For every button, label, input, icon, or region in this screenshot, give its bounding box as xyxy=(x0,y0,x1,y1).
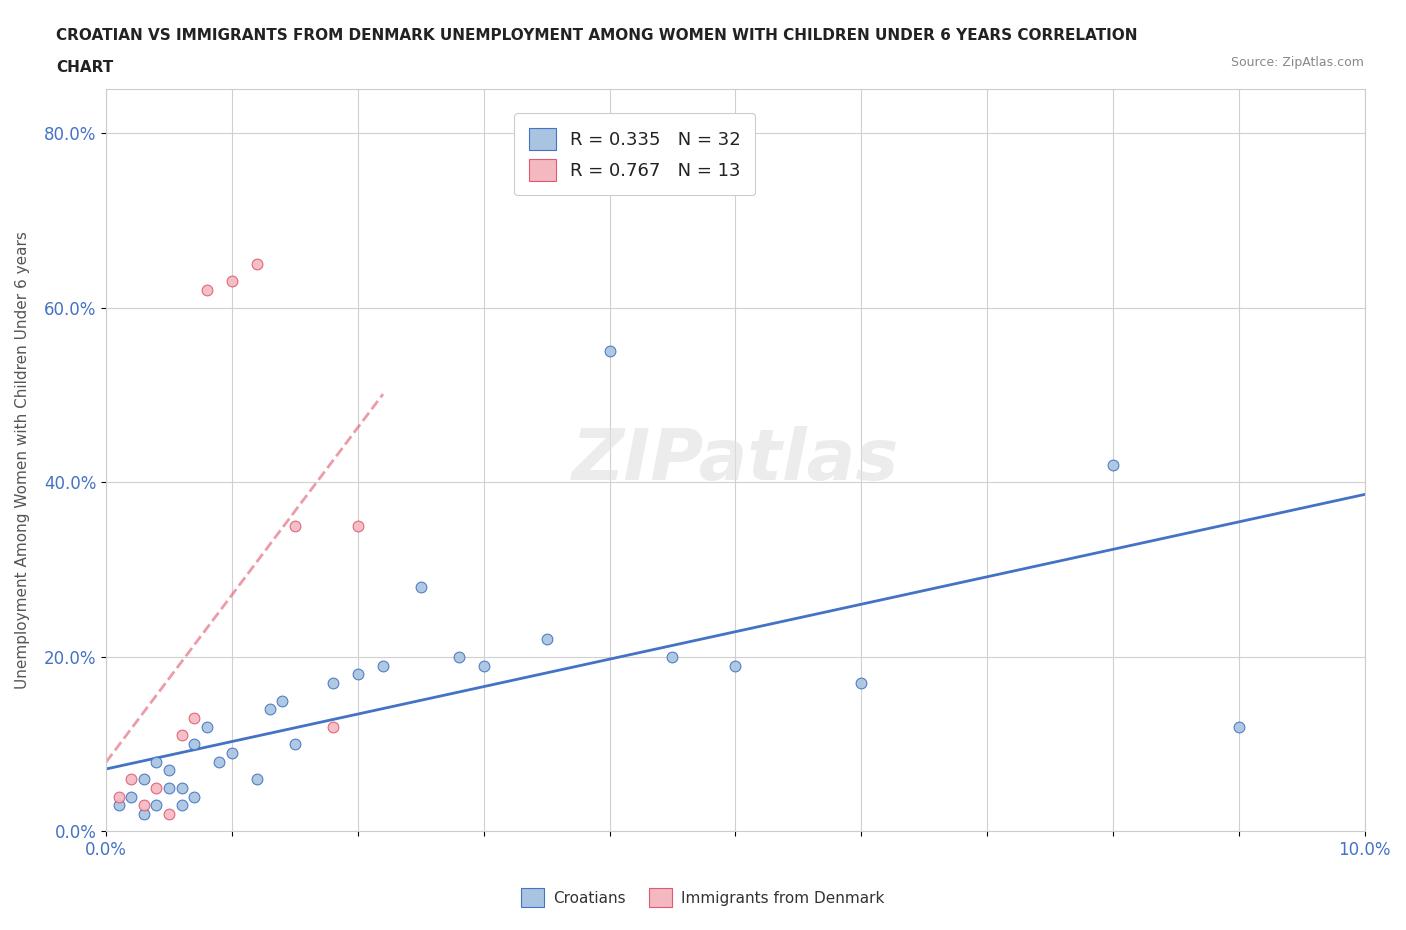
Point xyxy=(284,519,307,534)
Point xyxy=(322,719,344,734)
Point xyxy=(183,737,205,751)
Point xyxy=(347,519,370,534)
Point xyxy=(183,711,205,725)
Point xyxy=(851,675,873,690)
Point xyxy=(183,790,205,804)
Point xyxy=(120,772,142,787)
Point xyxy=(107,798,129,813)
Point xyxy=(195,283,218,298)
Y-axis label: Unemployment Among Women with Children Under 6 years: Unemployment Among Women with Children U… xyxy=(15,232,30,689)
Point xyxy=(157,806,180,821)
Point xyxy=(170,780,193,795)
Legend: Croatians, Immigrants from Denmark: Croatians, Immigrants from Denmark xyxy=(516,883,890,913)
Point xyxy=(157,780,180,795)
Point xyxy=(246,772,269,787)
Point xyxy=(195,719,218,734)
Point xyxy=(221,274,243,289)
Point xyxy=(170,798,193,813)
Point xyxy=(208,754,231,769)
Text: CHART: CHART xyxy=(56,60,114,75)
Point xyxy=(120,790,142,804)
Point xyxy=(145,780,167,795)
Point xyxy=(221,746,243,761)
Point xyxy=(724,658,747,673)
Point xyxy=(132,772,155,787)
Point xyxy=(271,693,294,708)
Legend: R = 0.335   N = 32, R = 0.767   N = 13: R = 0.335 N = 32, R = 0.767 N = 13 xyxy=(515,113,755,195)
Point xyxy=(145,754,167,769)
Point xyxy=(145,798,167,813)
Point xyxy=(157,763,180,777)
Text: CROATIAN VS IMMIGRANTS FROM DENMARK UNEMPLOYMENT AMONG WOMEN WITH CHILDREN UNDER: CROATIAN VS IMMIGRANTS FROM DENMARK UNEM… xyxy=(56,28,1137,43)
Point xyxy=(371,658,394,673)
Point xyxy=(409,579,432,594)
Point xyxy=(1102,458,1125,472)
Point xyxy=(132,798,155,813)
Point xyxy=(347,667,370,682)
Point xyxy=(322,675,344,690)
Point xyxy=(284,737,307,751)
Point xyxy=(132,806,155,821)
Point xyxy=(259,702,281,717)
Point xyxy=(536,632,558,647)
Point xyxy=(599,344,621,359)
Point xyxy=(246,257,269,272)
Point xyxy=(472,658,495,673)
Text: Source: ZipAtlas.com: Source: ZipAtlas.com xyxy=(1230,56,1364,69)
Point xyxy=(170,728,193,743)
Point xyxy=(661,649,683,664)
Text: ZIPatlas: ZIPatlas xyxy=(572,426,898,495)
Point xyxy=(447,649,470,664)
Point xyxy=(107,790,129,804)
Point xyxy=(1227,719,1250,734)
